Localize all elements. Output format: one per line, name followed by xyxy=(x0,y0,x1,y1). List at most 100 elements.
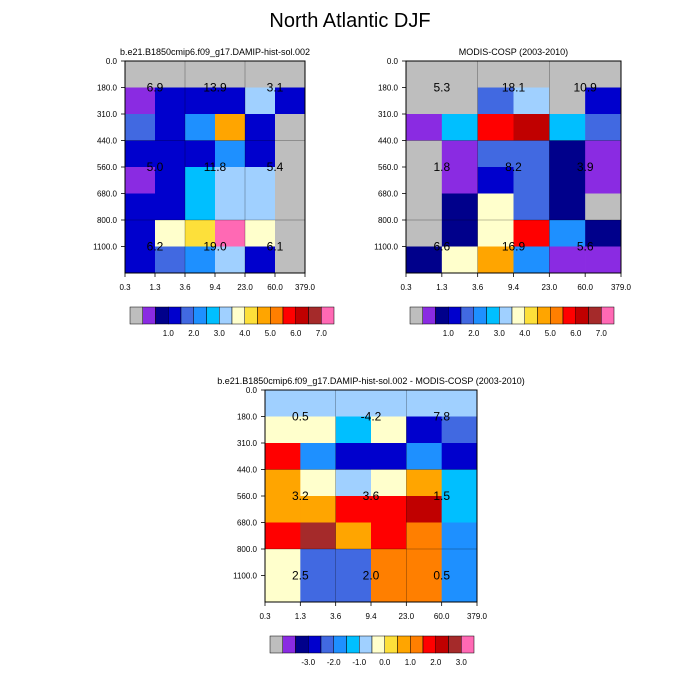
y-tick-label: 310.0 xyxy=(97,110,118,119)
colorbar-box xyxy=(422,306,436,325)
x-tick-label: 1.3 xyxy=(295,612,307,621)
heatmap-cell xyxy=(265,522,301,550)
heatmap-cell xyxy=(245,87,276,115)
heatmap-cell xyxy=(300,443,336,470)
heatmap-cell xyxy=(335,496,372,523)
colorbar-label: 2.0 xyxy=(430,658,442,667)
heatmap-cell xyxy=(371,469,407,497)
heatmap-cell xyxy=(275,114,306,141)
heatmap-cell xyxy=(185,167,216,194)
colorbar: 1.0 2.0 3.0 4.0 5.0 6.0 7.0 xyxy=(409,306,615,338)
colorbar-box xyxy=(231,306,245,325)
heatmap-cell xyxy=(513,61,550,88)
cell-value-label: 5.4 xyxy=(267,160,284,174)
heatmap-cell xyxy=(275,167,306,194)
x-tick-label: 23.0 xyxy=(542,283,558,292)
heatmap-cell xyxy=(477,167,514,194)
colorbar-box xyxy=(282,306,296,325)
colorbar-box xyxy=(537,306,551,325)
y-tick-label: 680.0 xyxy=(237,519,258,528)
cell-value-label: 3.9 xyxy=(577,160,594,174)
heatmap-cell xyxy=(245,61,276,88)
heatmap-cell xyxy=(371,416,407,444)
heatmap-cell xyxy=(125,140,156,168)
heatmap-cell xyxy=(477,246,514,274)
heatmap-cell xyxy=(125,246,156,274)
heatmap-cell xyxy=(245,193,276,221)
heatmap-cell xyxy=(215,193,246,221)
y-tick-label: 560.0 xyxy=(237,492,258,501)
heatmap-panel-1: b.e21.B1850cmip6.f09_g17.DAMIP-hist-sol.… xyxy=(93,47,335,338)
heatmap-cell xyxy=(441,114,478,141)
cell-value-label: 6.1 xyxy=(267,240,284,254)
heatmap-cell xyxy=(371,390,407,417)
heatmap-cell xyxy=(335,575,372,603)
heatmap-cell xyxy=(441,87,478,115)
colorbar-box xyxy=(511,306,525,325)
heatmap-cell xyxy=(275,220,306,247)
colorbar-box xyxy=(359,635,373,654)
colorbar-box xyxy=(142,306,156,325)
cell-value-label: 18.1 xyxy=(502,81,526,95)
heatmap-cell xyxy=(335,522,372,550)
heatmap-cell xyxy=(406,114,443,141)
heatmap-cell xyxy=(406,220,443,247)
colorbar-box xyxy=(397,635,411,654)
panel-title: MODIS-COSP (2003-2010) xyxy=(459,47,568,57)
colorbar-label: 1.0 xyxy=(405,658,417,667)
heatmap-cell xyxy=(441,390,478,417)
panel-title: b.e21.B1850cmip6.f09_g17.DAMIP-hist-sol.… xyxy=(120,47,310,57)
heatmap-cell xyxy=(215,61,246,88)
cell-value-label: 5.0 xyxy=(147,160,164,174)
colorbar-box xyxy=(295,306,309,325)
heatmap-cell xyxy=(441,193,478,221)
cell-value-label: 3.1 xyxy=(267,81,284,95)
heatmap-cell xyxy=(265,549,301,576)
heatmap-cell xyxy=(185,61,216,88)
heatmap-cell xyxy=(335,469,372,497)
heatmap-cell xyxy=(245,140,276,168)
colorbar-box xyxy=(308,635,322,654)
heatmap-cell xyxy=(155,61,186,88)
cell-value-label: 3.6 xyxy=(363,489,380,503)
heatmap-cell xyxy=(275,140,306,168)
colorbar-label: 0.0 xyxy=(379,658,391,667)
heatmap-cell xyxy=(300,469,336,497)
heatmap-cell xyxy=(406,140,443,168)
cell-value-label: 5.3 xyxy=(433,81,450,95)
heatmap-cell xyxy=(513,87,550,115)
heatmap-cell xyxy=(125,87,156,115)
heatmap-cell xyxy=(513,220,550,247)
heatmap-cell xyxy=(265,443,301,470)
heatmap-cell xyxy=(371,549,407,576)
heatmap-cell xyxy=(406,193,443,221)
x-tick-label: 1.3 xyxy=(149,283,161,292)
colorbar-box xyxy=(168,306,182,325)
heatmap-cell xyxy=(441,167,478,194)
colorbar-box xyxy=(499,306,513,325)
colorbar-box xyxy=(601,306,615,325)
x-tick-label: 23.0 xyxy=(237,283,253,292)
cell-value-label: 1.8 xyxy=(433,160,450,174)
heatmap-cell xyxy=(275,246,306,274)
colorbar: -3.0 -2.0 -1.0 0.0 1.0 2.0 3.0 xyxy=(269,635,475,667)
heatmap-cell xyxy=(441,140,478,168)
y-tick-label: 180.0 xyxy=(378,84,399,93)
heatmap-cell xyxy=(477,193,514,221)
colorbar-box xyxy=(257,306,271,325)
colorbar-label: 7.0 xyxy=(316,329,328,338)
heatmap-cell xyxy=(371,575,407,603)
heatmap-cell xyxy=(585,61,622,88)
heatmap-cell xyxy=(406,416,442,444)
colorbar-box xyxy=(206,306,220,325)
heatmap-cell xyxy=(406,61,443,88)
heatmap-cell xyxy=(441,416,478,444)
heatmap-cell xyxy=(185,87,216,115)
heatmap-cell xyxy=(215,246,246,274)
cell-value-label: 2.5 xyxy=(292,569,309,583)
x-tick-label: 379.0 xyxy=(611,283,632,292)
heatmap-cell xyxy=(245,246,276,274)
colorbar-box xyxy=(320,635,334,654)
colorbar-label: 6.0 xyxy=(290,329,302,338)
heatmap-cell xyxy=(406,246,443,274)
